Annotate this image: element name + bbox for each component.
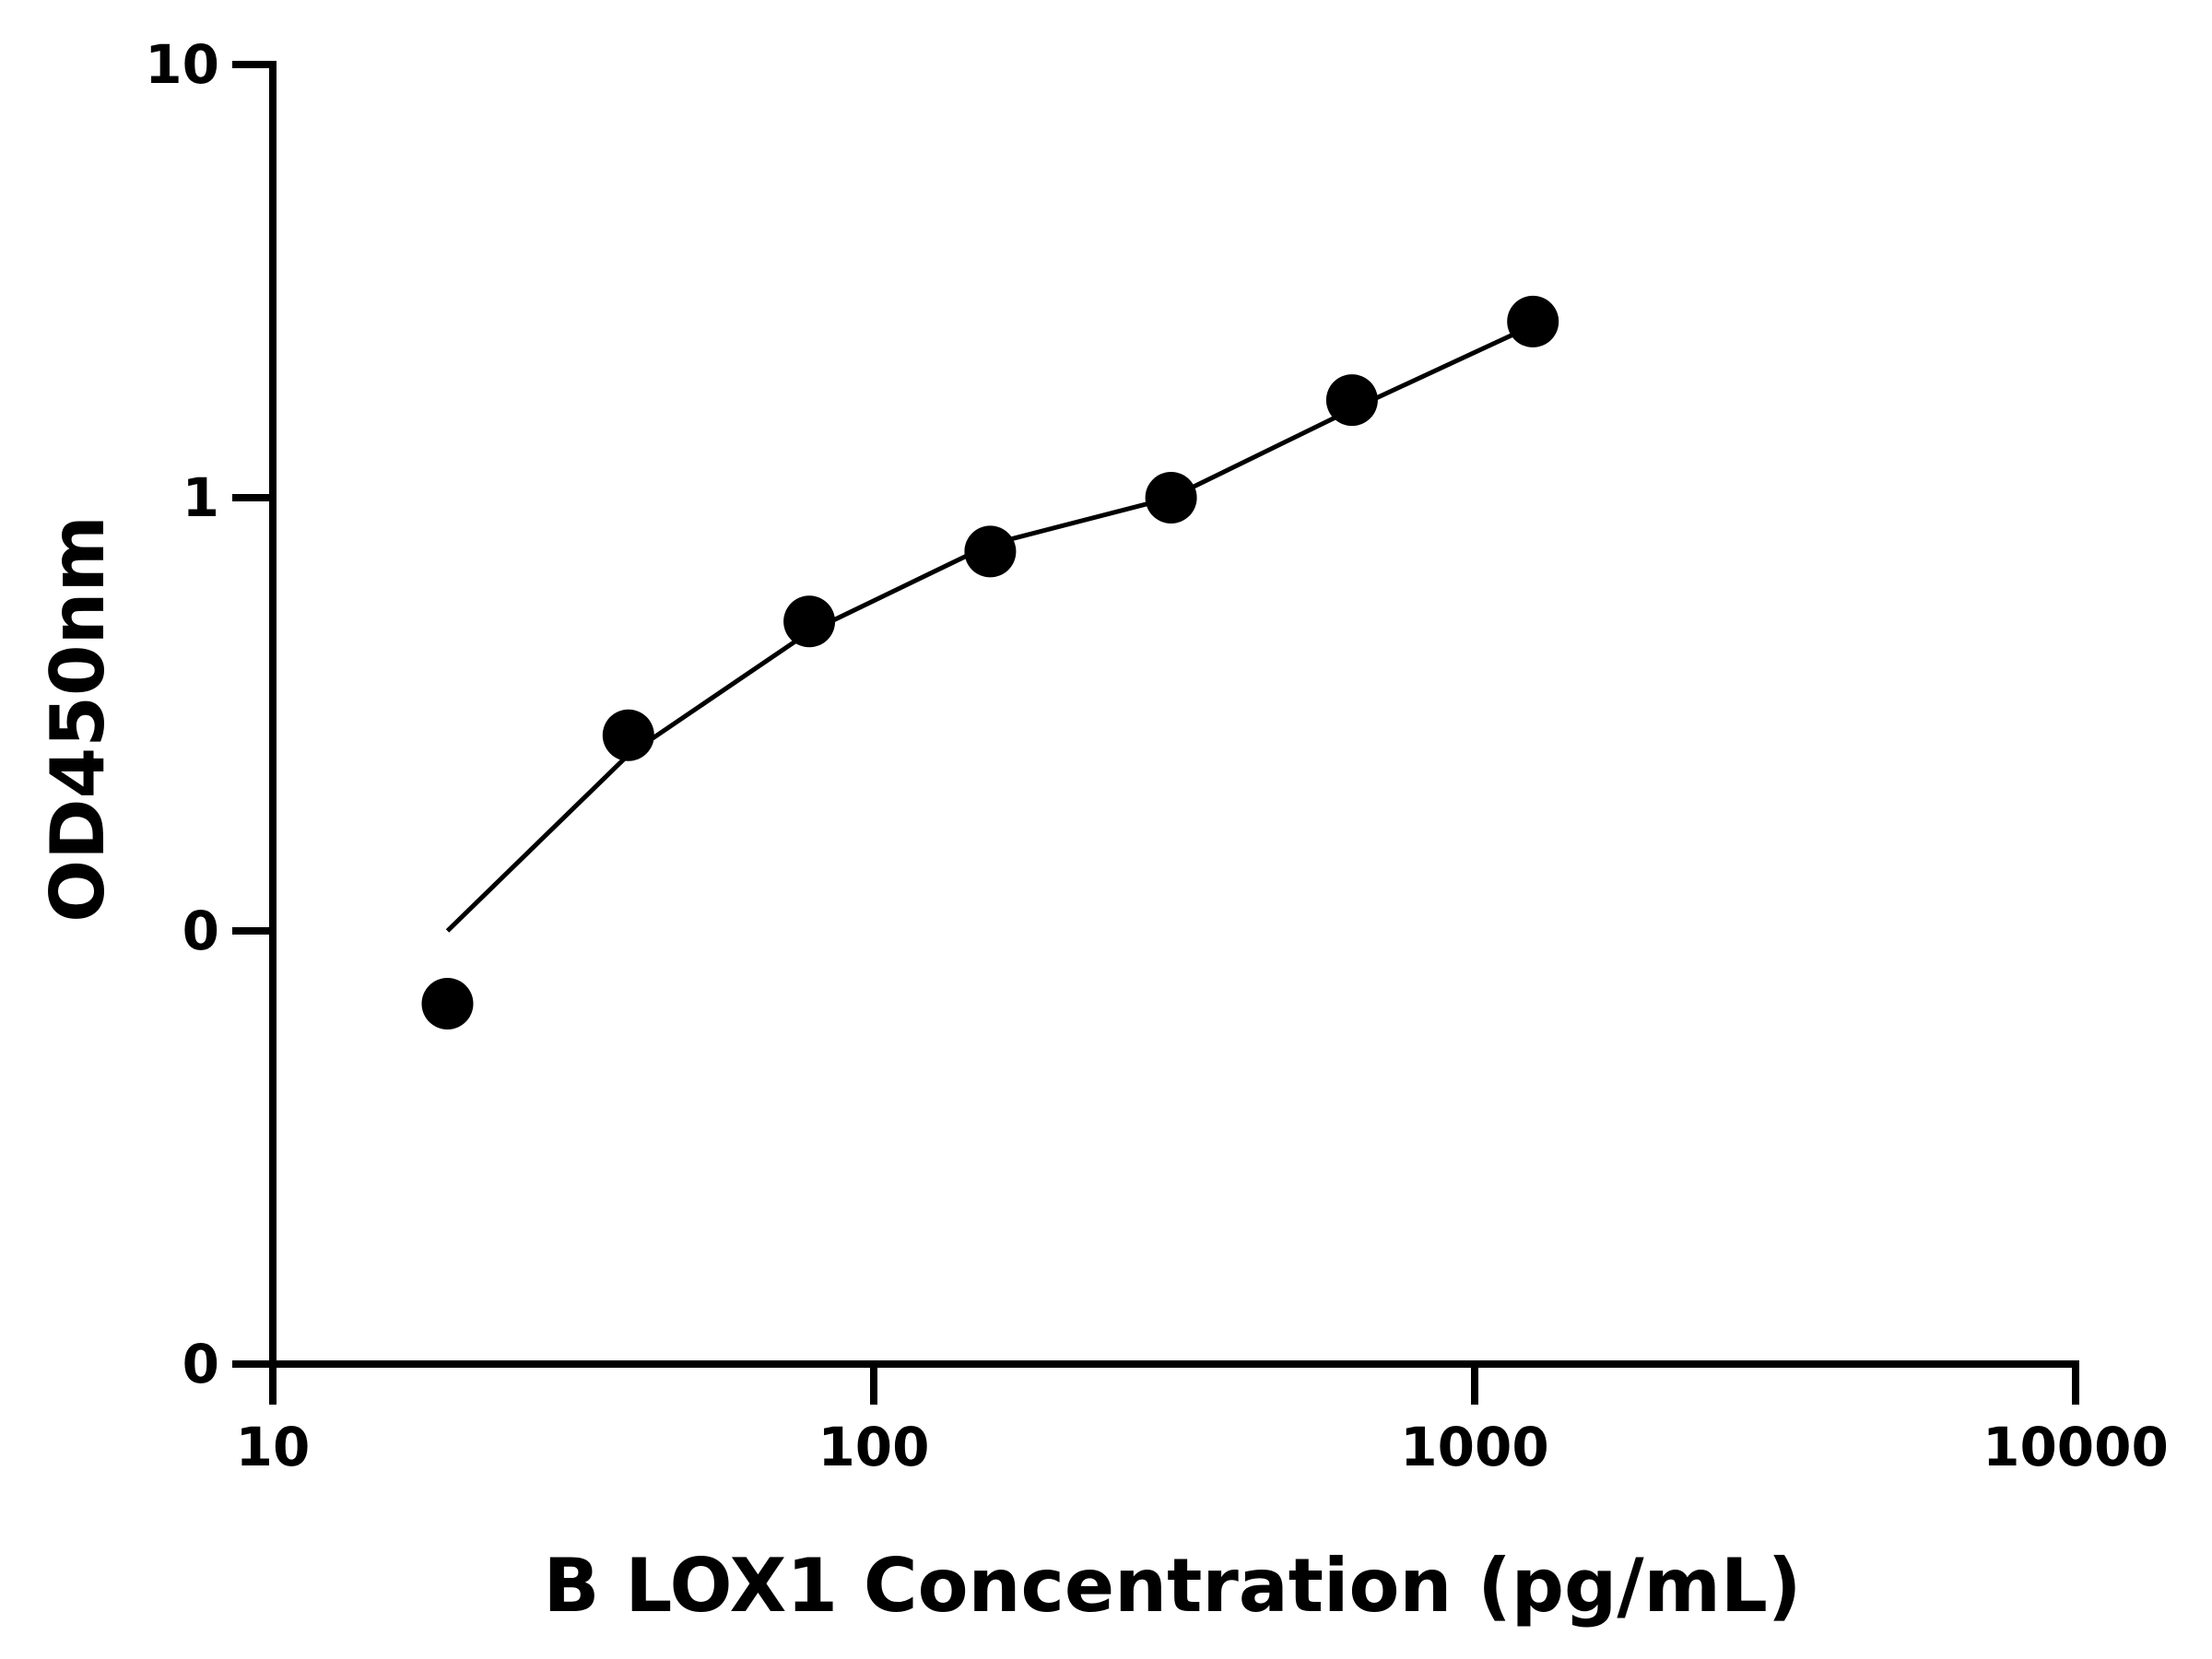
x-tick-label: 1000: [1400, 1416, 1548, 1478]
x-tick-label: 10: [236, 1416, 311, 1478]
y-tick-label: 0: [182, 900, 219, 962]
x-axis-ticks: 10 100 1000 10000: [236, 1364, 2169, 1478]
y-tick-label: 1: [182, 466, 219, 529]
y-tick-label: 0: [182, 1333, 219, 1395]
x-axis-title: B LOX1 Concentration (pg/mL): [544, 1543, 1802, 1629]
data-point: [1507, 295, 1559, 347]
y-axis-title: OD450nm: [35, 515, 121, 923]
data-points: [421, 295, 1559, 1030]
data-point: [421, 978, 474, 1030]
x-tick-label: 100: [818, 1416, 929, 1478]
x-tick-label: 10000: [1983, 1416, 2169, 1478]
data-point: [602, 709, 654, 761]
axes: [269, 61, 2079, 1368]
data-point: [783, 595, 836, 648]
y-tick-label: 10: [145, 33, 219, 96]
data-point: [964, 525, 1017, 578]
data-point: [1145, 472, 1197, 524]
data-point: [1325, 374, 1378, 427]
y-axis-ticks: 0 0 1 10: [145, 33, 273, 1395]
